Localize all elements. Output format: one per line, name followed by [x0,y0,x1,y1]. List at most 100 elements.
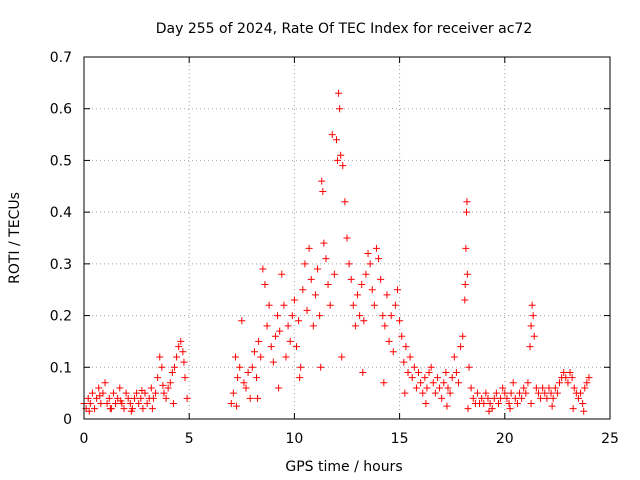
data-point [431,389,439,397]
data-point [482,389,490,397]
data-point [440,379,448,387]
data-point [419,389,427,397]
data-point [537,394,545,402]
data-point [545,384,553,392]
data-point [135,399,143,407]
data-point [423,384,431,392]
data-point [240,379,248,387]
data-point [505,399,513,407]
data-point [463,270,471,278]
data-point [297,363,305,371]
data-point [364,250,372,258]
data-point [506,405,514,413]
data-point [130,394,138,402]
data-point [337,151,345,159]
data-point [117,397,125,405]
data-point [339,162,347,170]
data-point [522,389,530,397]
data-point [518,394,526,402]
data-point [332,136,340,144]
plot-frame [83,56,611,420]
data-point [148,405,156,413]
data-point [577,389,585,397]
data-point [290,296,298,304]
x-tick-label: 15 [391,431,409,447]
data-point [88,389,96,397]
data-point [443,402,451,410]
data-point [452,368,460,376]
data-point [288,312,296,320]
x-tick-label: 0 [80,431,89,447]
data-point [396,317,404,325]
data-point [149,394,157,402]
data-point [490,394,498,402]
data-point [336,105,344,113]
data-point [276,327,284,335]
data-point [463,198,471,206]
data-point [485,407,493,415]
data-point [139,405,147,413]
data-point [492,389,500,397]
data-point [96,392,104,400]
y-tick-label: 0.5 [50,153,72,169]
data-point [271,332,279,340]
data-point [238,317,246,325]
data-point [299,286,307,294]
data-point [473,389,481,397]
data-point [316,312,324,320]
data-point [246,394,254,402]
data-point [183,394,191,402]
y-tick-label: 0 [63,412,72,428]
data-point [330,270,338,278]
data-point [127,407,135,415]
data-point [169,399,177,407]
data-point [450,353,458,361]
data-point [152,389,160,397]
data-point [574,394,582,402]
data-point [570,384,578,392]
y-tick-label: 0.4 [50,205,72,221]
data-point [275,384,283,392]
data-point [126,399,134,407]
data-point [164,384,172,392]
data-point [356,312,364,320]
data-point [520,384,528,392]
data-point [351,322,359,330]
data-point [580,407,588,415]
data-point [391,301,399,309]
data-point [375,255,383,263]
data-point [349,301,357,309]
data-point [293,343,301,351]
x-tick-label: 10 [285,431,303,447]
data-point [524,379,532,387]
data-point [389,348,397,356]
data-point [436,384,444,392]
data-point [562,374,570,382]
data-point [560,368,568,376]
y-tick-label: 0.3 [50,257,72,273]
x-tick-label: 5 [185,431,194,447]
data-point [303,306,311,314]
data-point [429,379,437,387]
data-point [359,368,367,376]
data-point [362,270,370,278]
data-point [177,337,185,345]
data-point [433,374,441,382]
data-point [334,156,342,164]
data-point [480,399,488,407]
data-point [156,353,164,361]
data-point [532,384,540,392]
data-point [278,270,286,278]
data-point [112,399,120,407]
data-point [254,394,262,402]
data-point [469,394,477,402]
data-marks [80,89,593,415]
x-tick-label: 20 [496,431,514,447]
data-point [398,332,406,340]
chart-title: Day 255 of 2024, Rate Of TEC Index for r… [156,21,532,37]
data-point [250,348,258,356]
data-point [412,384,420,392]
data-point [122,389,130,397]
data-point [539,384,547,392]
data-point [401,389,409,397]
